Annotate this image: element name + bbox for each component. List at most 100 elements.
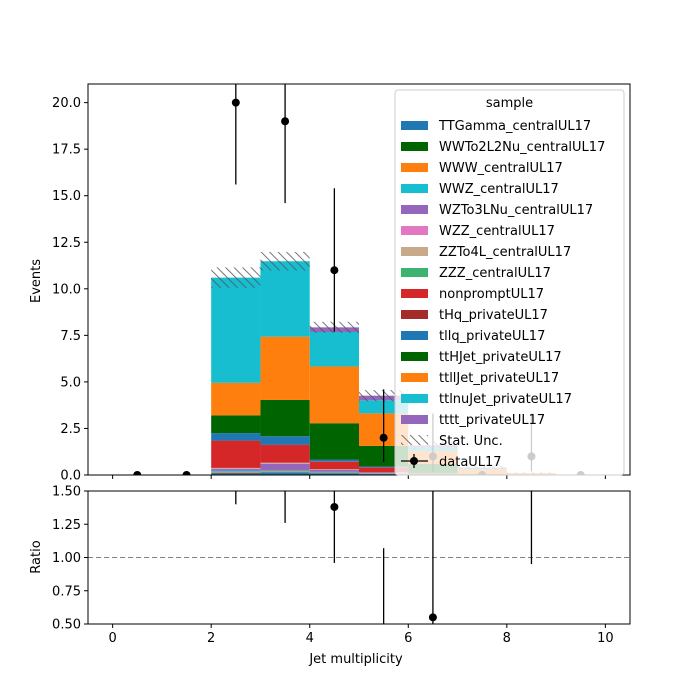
main-frame xyxy=(87,83,631,476)
legend-label-ZZTo4L_centralUL17: ZZTo4L_centralUL17 xyxy=(439,245,571,260)
main-y-tick-label-6: 15.0 xyxy=(52,189,81,204)
bar-TTGamma_centralUL17-bin-4 xyxy=(309,473,359,475)
legend-swatch-ttlnuJet_privateUL17 xyxy=(401,394,428,403)
bar-nonpromptUL17-bin-2 xyxy=(211,440,261,468)
legend-swatch-stat-unc xyxy=(401,435,428,445)
ratio-y-tick-label-2: 1.00 xyxy=(52,551,81,566)
ratio-y-tick-label-4: 1.50 xyxy=(52,485,81,500)
ratio-x-tick-label-2: 4 xyxy=(306,631,314,646)
bar-nonpromptUL17-bin-5 xyxy=(359,467,409,473)
series-ZZTo4L_centralUL17 xyxy=(211,462,409,473)
bar-ttHJet_privateUL17-bin-3 xyxy=(260,399,310,437)
data-point-4 xyxy=(330,266,339,275)
bar-WWW_centralUL17-bin-4 xyxy=(309,472,359,474)
ratio-x-tick-label-1: 2 xyxy=(207,631,215,646)
legend-label-stat-unc: Stat. Unc. xyxy=(439,434,503,449)
series-nonpromptUL17 xyxy=(211,440,458,475)
bar-WZTo3LNu_centralUL17-bin-4 xyxy=(309,469,359,472)
ratio-point-4 xyxy=(428,613,437,622)
series-WZTo3LNu_centralUL17 xyxy=(211,463,409,474)
y-axis-label-ratio: Ratio xyxy=(29,540,44,573)
data-point-3 xyxy=(281,117,290,126)
legend-swatch-ZZZ_centralUL17 xyxy=(401,268,428,277)
data-point-1 xyxy=(182,471,191,475)
legend-swatch-WWZ_centralUL17 xyxy=(401,184,428,193)
bar-TTGamma_centralUL17-bin-3 xyxy=(260,472,310,475)
legend-label-nonpromptUL17: nonpromptUL17 xyxy=(439,287,544,302)
bar-tllq_privateUL17-bin-3 xyxy=(260,436,310,445)
bar-tllq_privateUL17-bin-4 xyxy=(309,459,359,462)
bar-ttllJet_privateUL17-bin-4 xyxy=(309,366,359,424)
legend-swatch-WZTo3LNu_centralUL17 xyxy=(401,205,428,214)
bar-ttlnuJet_privateUL17-bin-3 xyxy=(260,261,310,337)
stat-unc-bin-3 xyxy=(260,251,310,271)
bar-WWW_centralUL17-bin-2 xyxy=(211,471,261,473)
ratio-point-3 xyxy=(380,627,388,635)
legend-swatch-tllq_privateUL17 xyxy=(401,331,428,340)
ratio-x-tick-label-3: 6 xyxy=(404,631,412,646)
bar-WWW_centralUL17-bin-3 xyxy=(260,471,310,473)
legend-label-WWW_centralUL17: WWW_centralUL17 xyxy=(439,161,563,176)
legend-swatch-WWTo2L2Nu_centralUL17 xyxy=(401,142,428,151)
data-point-5 xyxy=(379,433,388,442)
legend-swatch-tHq_privateUL17 xyxy=(401,310,428,319)
legend-swatch-ttHJet_privateUL17 xyxy=(401,352,428,361)
series-WWW_centralUL17 xyxy=(211,471,409,475)
series-tHq_privateUL17 xyxy=(211,440,409,468)
stat-unc-bin-2 xyxy=(211,267,261,288)
series-ttlnuJet_privateUL17 xyxy=(211,261,507,470)
legend-box xyxy=(394,89,625,476)
main-y-tick-label-3: 7.5 xyxy=(60,329,81,344)
y-axis-label-main: Events xyxy=(29,259,44,303)
legend-label-ZZZ_centralUL17: ZZZ_centralUL17 xyxy=(439,266,551,281)
legend-data-marker xyxy=(410,457,418,465)
legend-swatch-TTGamma_centralUL17 xyxy=(401,121,428,130)
legend-label-tHq_privateUL17: tHq_privateUL17 xyxy=(439,308,548,323)
bar-ttHJet_privateUL17-bin-4 xyxy=(309,423,359,460)
data-point-2 xyxy=(231,98,240,107)
legend-label-ttlnuJet_privateUL17: ttlnuJet_privateUL17 xyxy=(439,392,572,407)
ratio-x-tick-label-5: 10 xyxy=(597,631,614,646)
bar-ttlnuJet_privateUL17-bin-2 xyxy=(211,277,261,383)
legend-label-WZTo3LNu_centralUL17: WZTo3LNu_centralUL17 xyxy=(439,203,593,218)
main-y-tick-label-7: 17.5 xyxy=(52,143,81,158)
ratio-y-tick-label-0: 0.50 xyxy=(52,618,81,633)
main-y-tick-label-1: 2.5 xyxy=(60,422,81,437)
series-ZZZ_centralUL17 xyxy=(211,462,359,470)
legend: sample TTGamma_centralUL17 WWTo2L2Nu_centr… xyxy=(394,89,625,476)
legend-swatch-tttt_privateUL17 xyxy=(401,415,428,424)
data-point-0 xyxy=(133,471,142,475)
ratio-x-tick-label-0: 0 xyxy=(108,631,116,646)
series-WZZ_centralUL17 xyxy=(211,463,359,470)
ratio-point-2 xyxy=(330,502,339,511)
legend-label-WWZ_centralUL17: WWZ_centralUL17 xyxy=(439,182,559,197)
bar-ZZTo4L_centralUL17-bin-3 xyxy=(260,462,310,464)
ratio-x-tick-label-4: 8 xyxy=(503,631,511,646)
legend-swatch-ZZTo4L_centralUL17 xyxy=(401,247,428,256)
bar-nonpromptUL17-bin-3 xyxy=(260,445,310,463)
legend-swatch-nonpromptUL17 xyxy=(401,289,428,298)
bar-WZTo3LNu_centralUL17-bin-3 xyxy=(260,463,310,471)
bar-WZTo3LNu_centralUL17-bin-2 xyxy=(211,469,261,471)
legend-title: sample xyxy=(486,96,533,111)
x-axis-label: Jet multiplicity xyxy=(308,652,403,667)
bar-ttllJet_privateUL17-bin-2 xyxy=(211,382,261,416)
legend-label-ttllJet_privateUL17: ttllJet_privateUL17 xyxy=(439,371,559,386)
legend-label-WZZ_centralUL17: WZZ_centralUL17 xyxy=(439,224,555,239)
series-WWZ_centralUL17 xyxy=(211,470,409,474)
ratio-y-tick-label-3: 1.25 xyxy=(52,518,81,533)
bar-ZZTo4L_centralUL17-bin-2 xyxy=(211,468,261,469)
bar-ttllJet_privateUL17-bin-3 xyxy=(260,336,310,400)
main-y-tick-label-4: 10.0 xyxy=(52,282,81,297)
bar-nonpromptUL17-bin-4 xyxy=(309,461,359,470)
ratio-panel: 0.50 0.75 1.00 1.25 1.50 0 2 4 6 8 10 xyxy=(52,485,631,646)
legend-label-ttHJet_privateUL17: ttHJet_privateUL17 xyxy=(439,350,562,365)
main-y-tick-label-5: 12.5 xyxy=(52,236,81,251)
bar-WWZ_centralUL17-bin-3 xyxy=(260,470,310,472)
ratio-plot-area xyxy=(88,491,630,635)
legend-label-TTGamma_centralUL17: TTGamma_centralUL17 xyxy=(438,119,591,134)
bar-tllq_privateUL17-bin-5 xyxy=(359,466,409,468)
legend-label-WWTo2L2Nu_centralUL17: WWTo2L2Nu_centralUL17 xyxy=(439,140,605,155)
main-y-tick-label-8: 20.0 xyxy=(52,96,81,111)
